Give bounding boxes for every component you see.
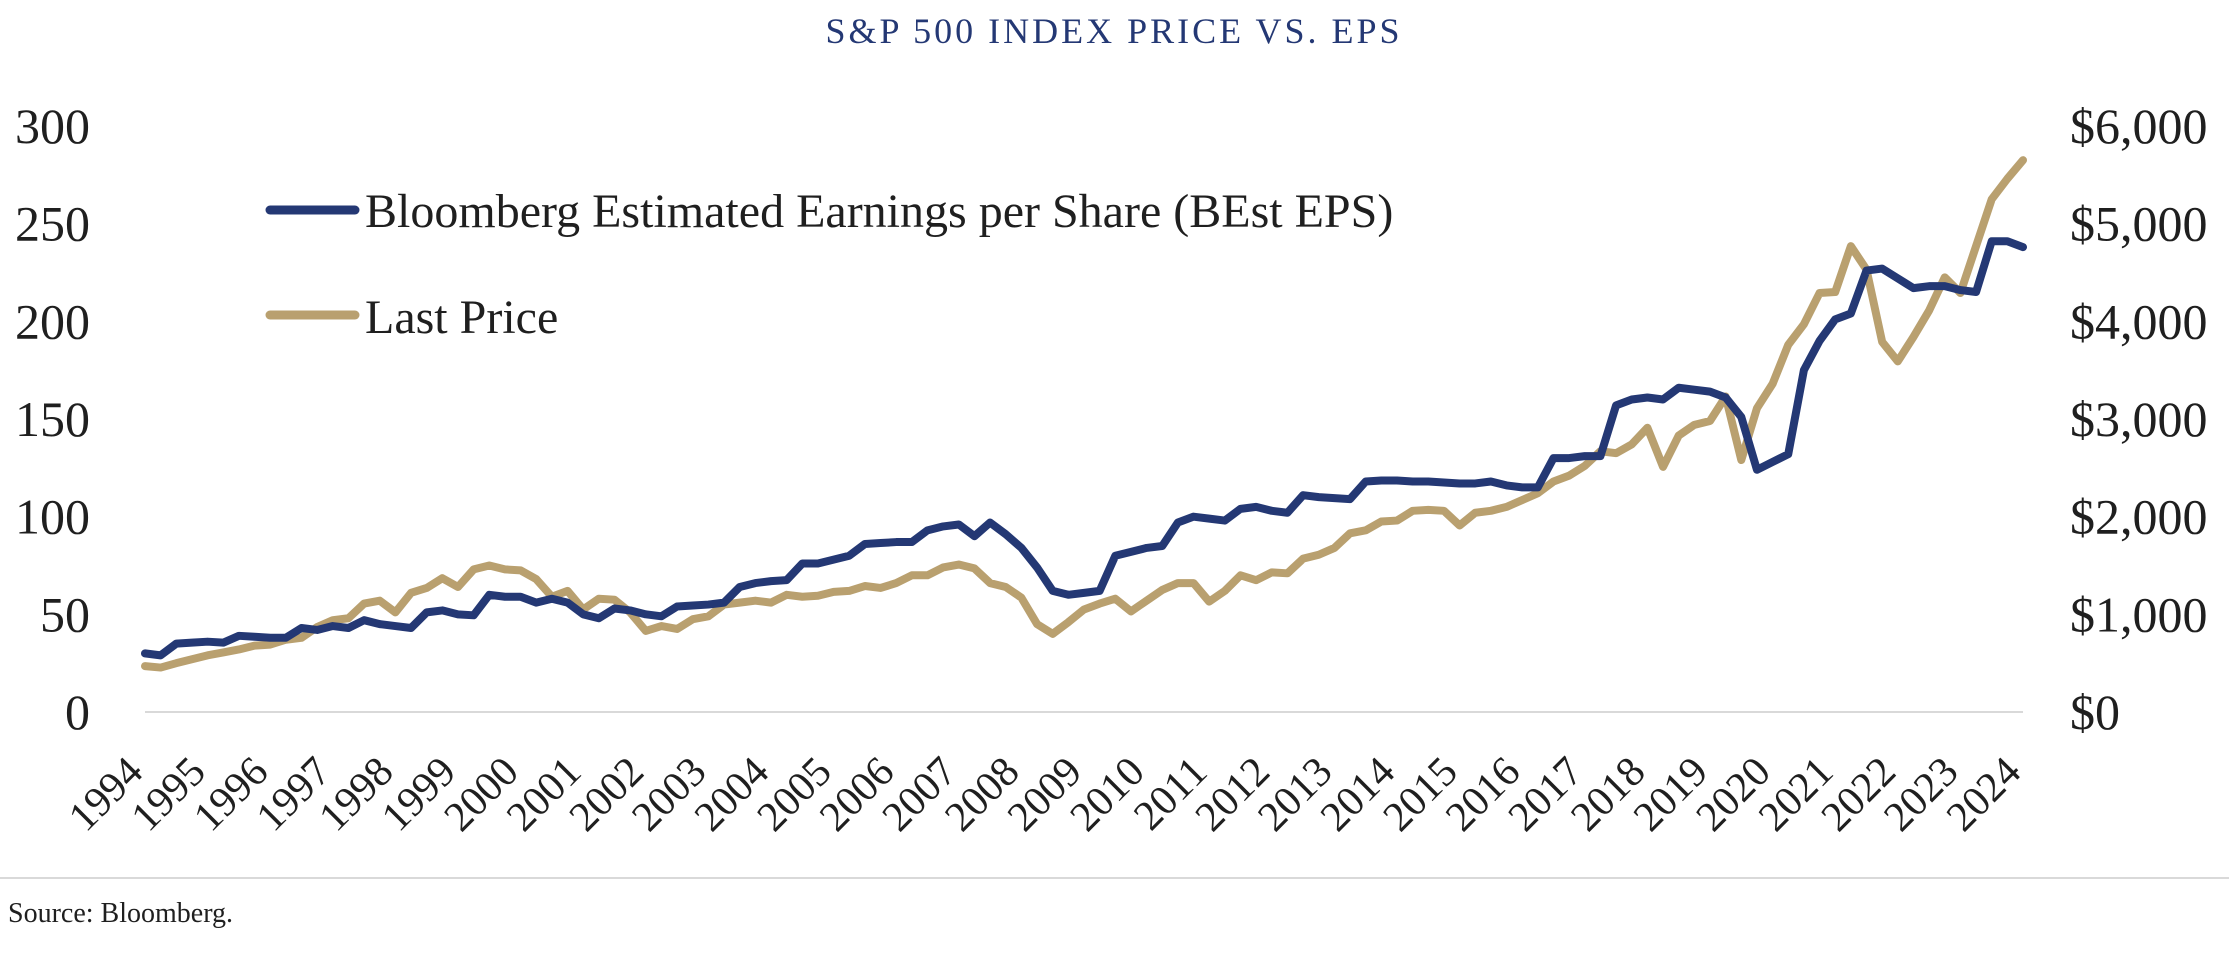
left-y-tick-100: 100 xyxy=(15,489,90,545)
x-axis-layer: 1994199519961997199819992000200120022003… xyxy=(60,749,2030,841)
left-y-tick-200: 200 xyxy=(15,293,90,349)
left-y-tick-150: 150 xyxy=(15,391,90,447)
series-line-eps xyxy=(141,237,2027,660)
left-y-tick-50: 50 xyxy=(40,586,90,642)
right-y-tick-4000: $4,000 xyxy=(2070,293,2208,349)
right-y-tick-6000: $6,000 xyxy=(2070,98,2208,154)
right-y-tick-3000: $3,000 xyxy=(2070,391,2208,447)
source-note: Source: Bloomberg. xyxy=(8,898,233,929)
left-y-tick-250: 250 xyxy=(15,196,90,252)
series-line-price xyxy=(141,156,2027,672)
right-y-tick-1000: $1,000 xyxy=(2070,586,2208,642)
left-y-tick-0: 0 xyxy=(65,684,90,740)
chart-title: S&P 500 INDEX PRICE VS. EPS xyxy=(825,11,1402,51)
right-axis-layer: $0 $1,000 $2,000 $3,000 $4,000 $5,000 $6,000 xyxy=(2070,98,2208,740)
legend-label-eps: Bloomberg Estimated Earnings per Share (… xyxy=(365,185,1393,238)
series-layer xyxy=(141,156,2027,672)
right-y-tick-5000: $5,000 xyxy=(2070,196,2208,252)
right-y-tick-2000: $2,000 xyxy=(2070,489,2208,545)
left-y-tick-300: 300 xyxy=(15,98,90,154)
left-axis-layer: 0 50 100 150 200 250 300 xyxy=(15,98,90,740)
right-y-tick-0: $0 xyxy=(2070,684,2120,740)
legend-label-price: Last Price xyxy=(365,291,558,344)
legend: Bloomberg Estimated Earnings per Share (… xyxy=(265,185,1393,344)
x-tick-2024: 2024 xyxy=(1938,749,2030,841)
